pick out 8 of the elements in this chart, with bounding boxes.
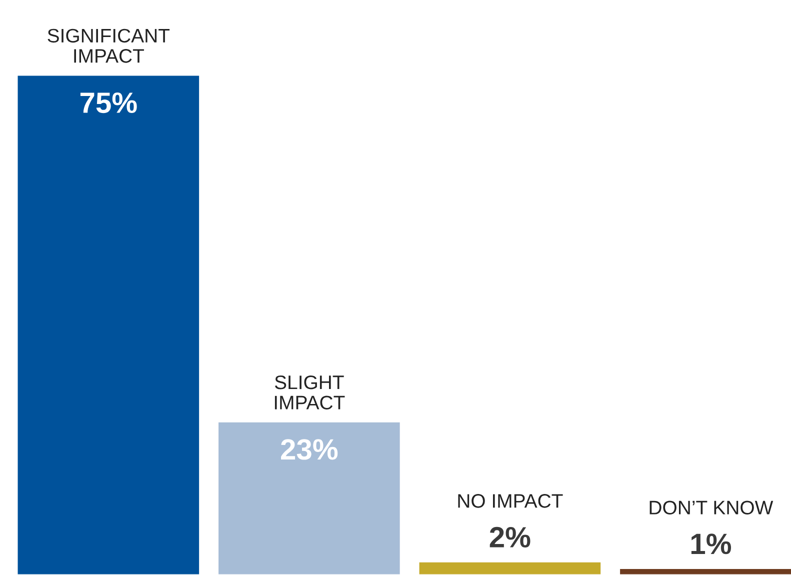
x-tick-label: DON’T KNOW: [650, 500, 774, 514]
data-label: 1%: [691, 534, 732, 554]
x-tick-label: SLIGHT IMPACT: [274, 375, 345, 410]
data-label: 2%: [490, 526, 530, 548]
x-tick-label: SIGNIFICANT IMPACT: [48, 28, 170, 63]
data-label: 23%: [280, 439, 338, 460]
data-label: 75%: [80, 92, 137, 114]
x-tick-label: NO IMPACT: [458, 494, 563, 508]
